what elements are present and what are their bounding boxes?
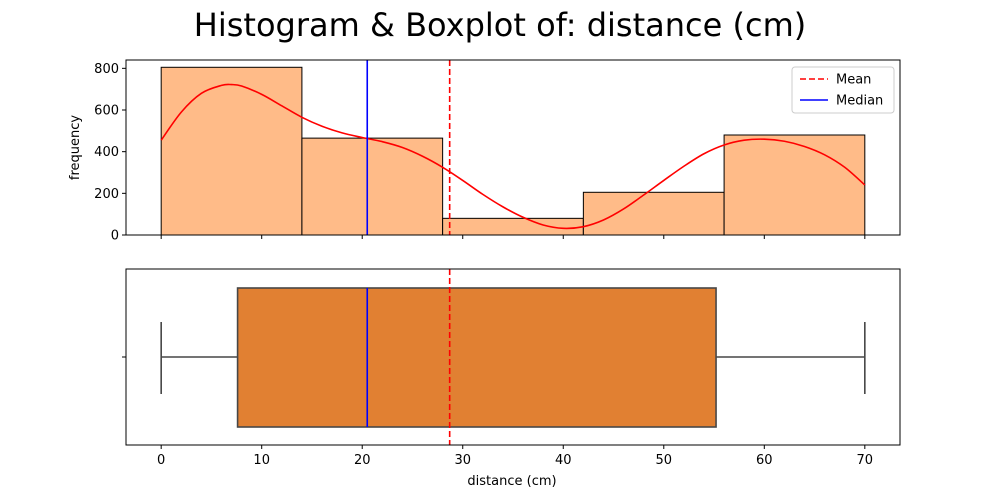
histogram-frame <box>125 59 901 236</box>
histogram-panel: 0 200 400 600 800 frequency Mean Median <box>68 59 901 244</box>
figure-title: Histogram & Boxplot of: distance (cm) <box>194 6 806 44</box>
y-tick-label-0: 0 <box>111 229 119 244</box>
legend-median-label: Median <box>836 94 883 109</box>
y-tick-label-4: 800 <box>94 62 119 77</box>
x-tick-label-6: 60 <box>756 453 773 468</box>
x-tick-label-1: 10 <box>253 453 270 468</box>
kde-curve <box>160 83 866 230</box>
y-axis-label: frequency <box>68 115 83 181</box>
histogram-bar-2 <box>442 217 584 236</box>
x-tick-label-5: 50 <box>656 453 673 468</box>
histogram-bar-0 <box>160 66 303 236</box>
x-axis-label: distance (cm) <box>467 474 556 489</box>
legend-mean-label: Mean <box>836 73 871 88</box>
x-tick-label-7: 70 <box>857 453 874 468</box>
histogram-bar-1 <box>301 137 444 236</box>
x-tick-label-3: 30 <box>454 453 471 468</box>
boxplot-panel: 0 10 20 30 40 50 60 70 <box>122 268 901 468</box>
y-tick-label-1: 200 <box>94 187 119 202</box>
x-tick-label-4: 40 <box>555 453 572 468</box>
x-tick-label-2: 20 <box>354 453 371 468</box>
x-tick-label-0: 0 <box>157 453 165 468</box>
histogram-bar-4 <box>723 134 866 236</box>
y-tick-label-3: 600 <box>94 104 119 119</box>
y-tick-label-2: 400 <box>94 145 119 160</box>
legend-box <box>791 66 895 114</box>
histogram-bar-3 <box>582 191 725 236</box>
box-iqr <box>236 287 717 428</box>
